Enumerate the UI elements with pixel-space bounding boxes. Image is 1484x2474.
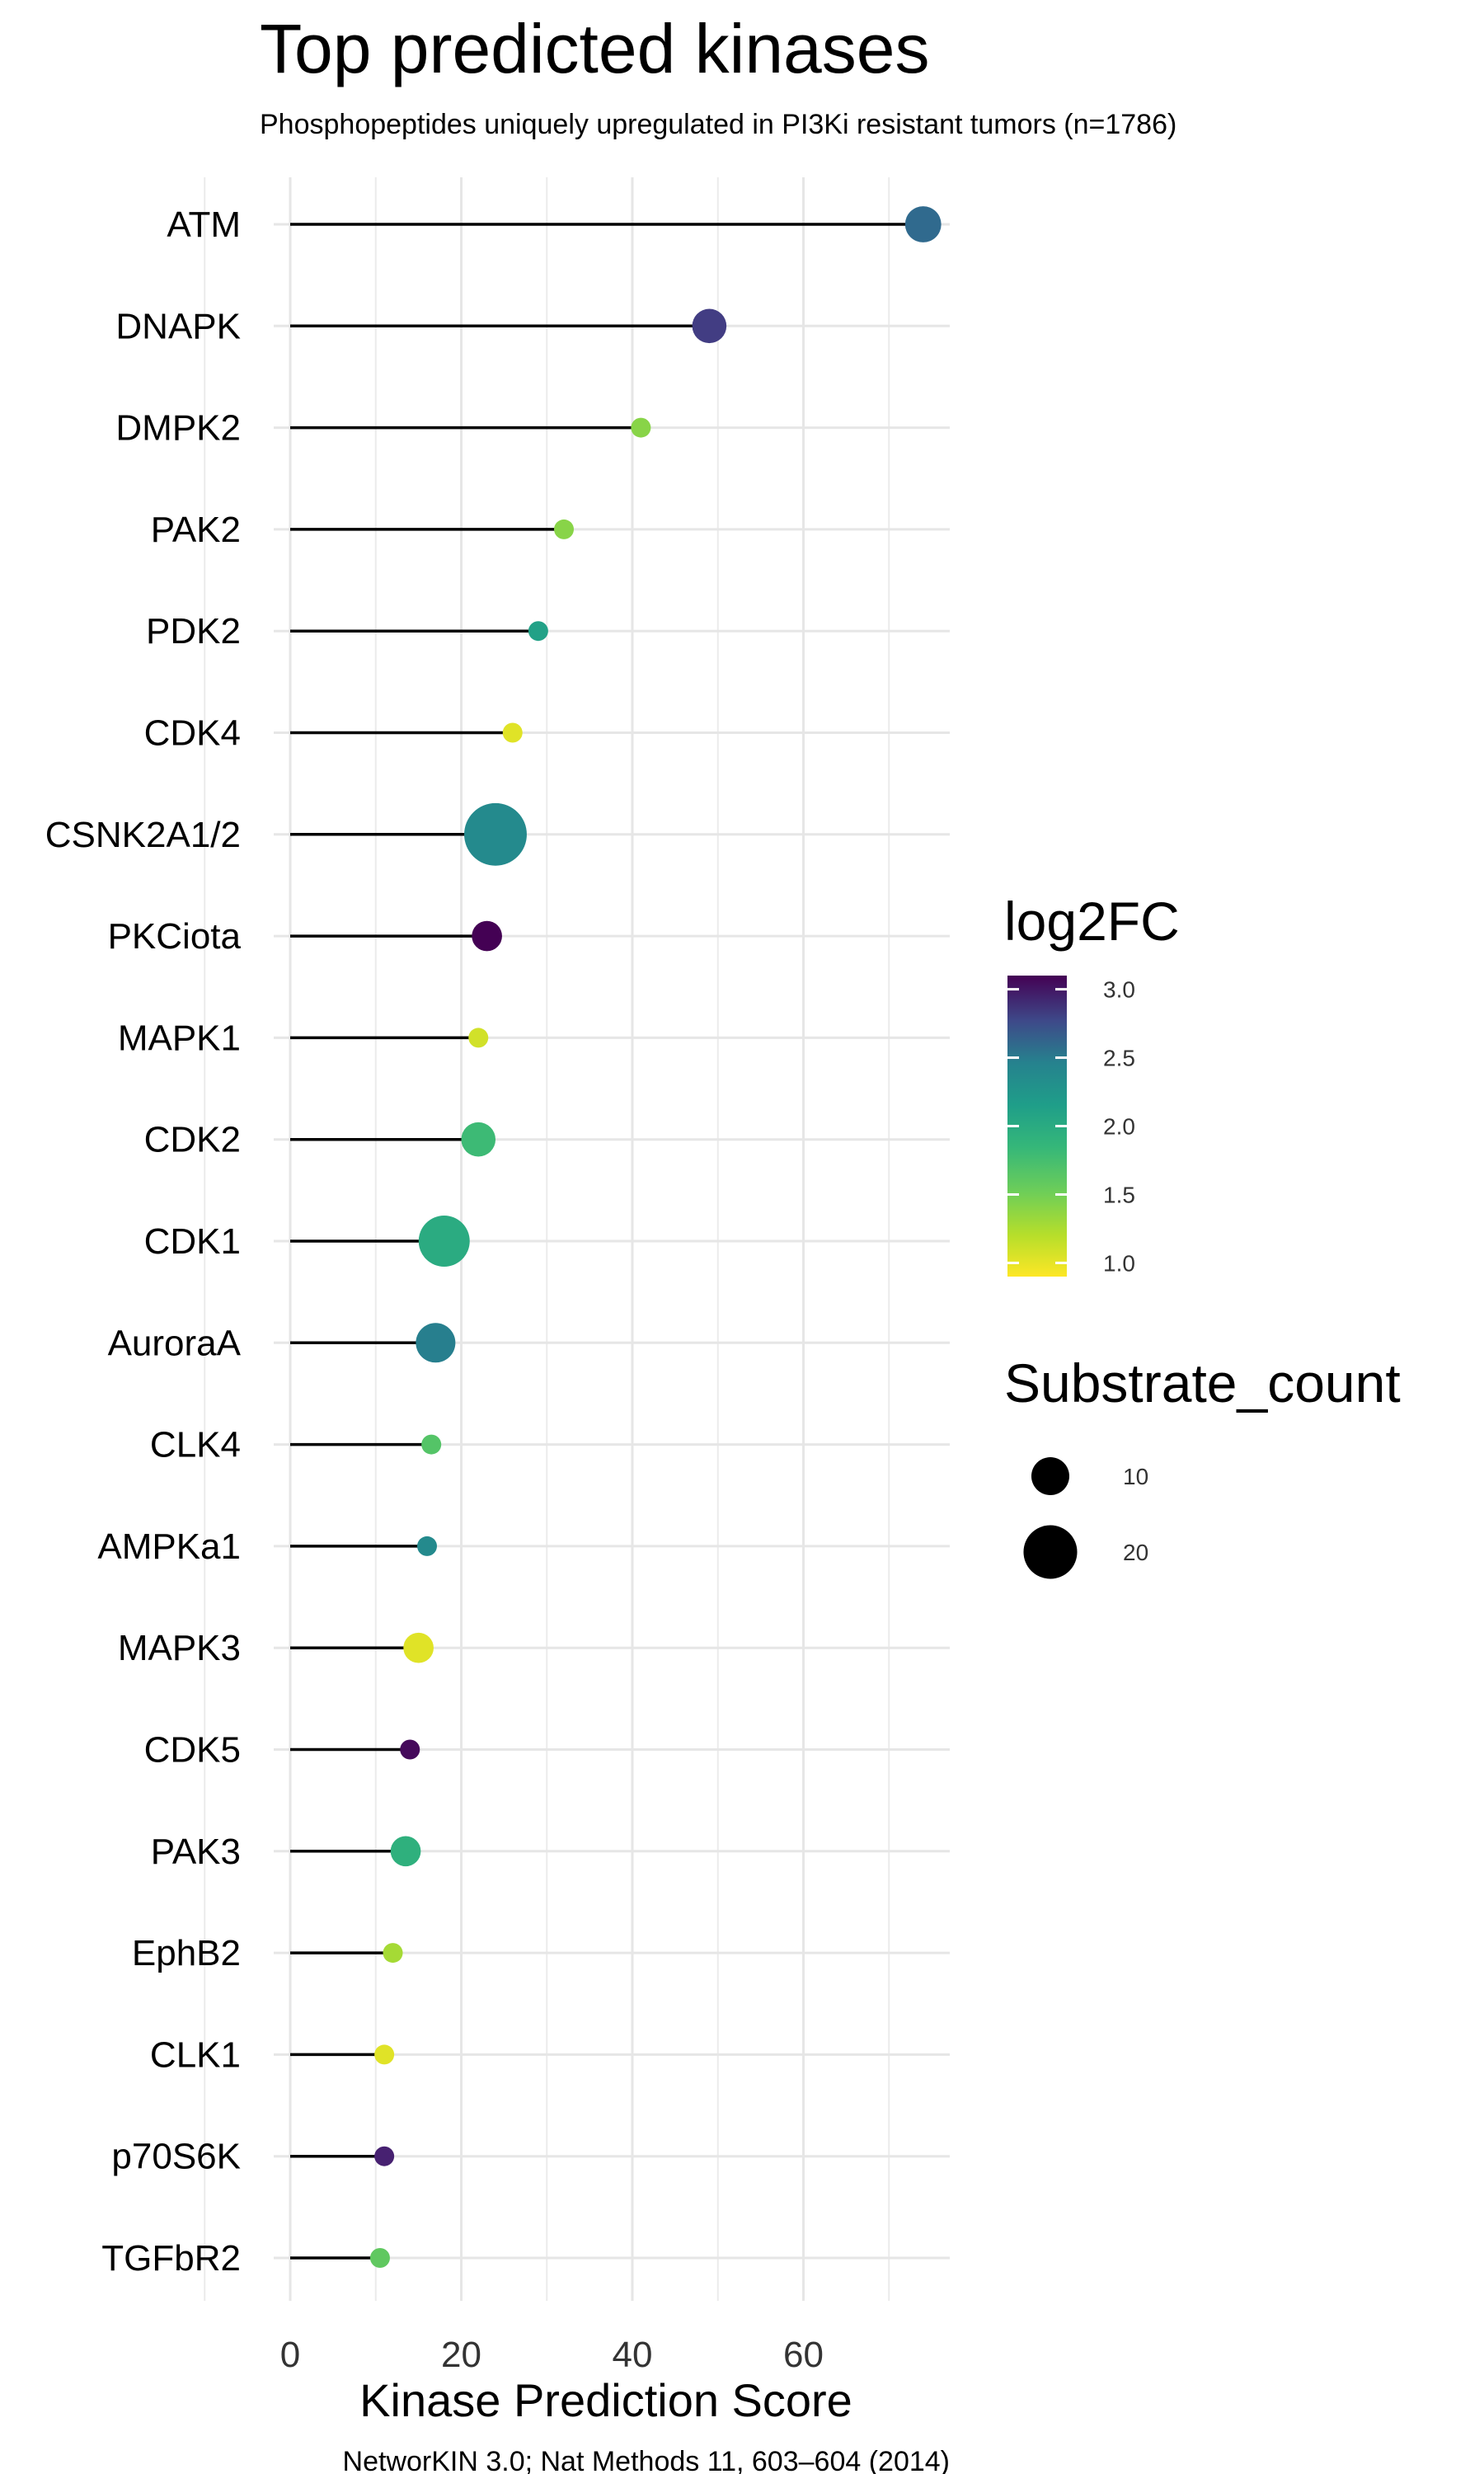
lollipop-points bbox=[369, 206, 942, 2268]
y-label-cdk2: CDK2 bbox=[144, 1120, 241, 1160]
point-pak2 bbox=[554, 519, 574, 539]
y-axis-kinase-labels: ATM DNAPK DMPK2 PAK2 PDK2 CDK4 CSNK2A1/2 PKCiot… bbox=[45, 205, 242, 2279]
y-label-cdk4: CDK4 bbox=[144, 713, 241, 754]
y-label-ampka1: AMPKa1 bbox=[97, 1526, 241, 1567]
x-axis-title: Kinase Prediction Score bbox=[359, 2374, 852, 2426]
point-pkciota bbox=[472, 920, 502, 952]
point-atm bbox=[904, 206, 942, 242]
y-label-pak3: PAK3 bbox=[151, 1832, 241, 1872]
point-ephb2 bbox=[383, 1943, 403, 1964]
point-cdk1 bbox=[418, 1216, 470, 1267]
y-label-dnapk: DNAPK bbox=[115, 306, 241, 346]
y-label-pkciota: PKCiota bbox=[108, 916, 242, 957]
point-dnapk bbox=[692, 308, 727, 344]
log2fc-legend: log2FC 3.0 2.5 2.0 1.5 1.0 bbox=[1004, 891, 1180, 1277]
size-key-circle bbox=[1031, 1456, 1070, 1496]
colorbar-tick-label: 1.0 bbox=[1103, 1250, 1135, 1276]
substrate-count-keys: 10 20 bbox=[1023, 1456, 1148, 1579]
log2fc-legend-title: log2FC bbox=[1004, 891, 1180, 952]
substrate-count-legend-title: Substrate_count bbox=[1004, 1352, 1401, 1413]
y-label-clk1: CLK1 bbox=[150, 2034, 241, 2075]
y-label-cdk5: CDK5 bbox=[144, 1730, 241, 1771]
point-auroraa bbox=[416, 1323, 456, 1363]
lollipop-stems bbox=[290, 223, 923, 2260]
y-label-pak2: PAK2 bbox=[151, 510, 241, 550]
y-label-ephb2: EphB2 bbox=[132, 1933, 241, 1973]
point-dmpk2 bbox=[631, 417, 651, 438]
log2fc-colorbar-ticks: 3.0 2.5 2.0 1.5 1.0 bbox=[1007, 977, 1135, 1276]
point-cdk4 bbox=[502, 722, 523, 743]
point-clk4 bbox=[421, 1434, 442, 1455]
colorbar-tick-label: 2.5 bbox=[1103, 1046, 1135, 1071]
x-tick-label: 40 bbox=[613, 2335, 653, 2375]
x-tick-label: 60 bbox=[783, 2335, 824, 2375]
point-csnk2a1-2 bbox=[464, 802, 527, 866]
point-p70s6k bbox=[374, 2146, 395, 2166]
point-clk1 bbox=[374, 2044, 395, 2065]
point-cdk2 bbox=[461, 1122, 496, 1157]
size-key-label: 10 bbox=[1123, 1464, 1148, 1489]
colorbar-tick-label: 3.0 bbox=[1103, 977, 1135, 1003]
y-label-cdk1: CDK1 bbox=[144, 1221, 241, 1262]
y-label-p70s6k: p70S6K bbox=[111, 2137, 241, 2177]
y-label-mapk1: MAPK1 bbox=[118, 1018, 241, 1058]
chart-title: Top predicted kinases bbox=[260, 10, 929, 87]
point-pdk2 bbox=[528, 621, 548, 642]
x-tick-label: 20 bbox=[441, 2335, 481, 2375]
y-label-mapk3: MAPK3 bbox=[118, 1628, 241, 1668]
point-mapk3 bbox=[403, 1632, 434, 1663]
y-label-csnk2a1-2: CSNK2A1/2 bbox=[45, 815, 241, 855]
plot-grid bbox=[204, 177, 950, 2301]
x-tick-label: 0 bbox=[280, 2335, 300, 2375]
y-label-tgfbr2: TGFbR2 bbox=[101, 2238, 241, 2279]
y-label-auroraa: AuroraA bbox=[108, 1323, 242, 1363]
point-ampka1 bbox=[417, 1536, 437, 1556]
y-label-atm: ATM bbox=[167, 205, 241, 245]
point-cdk5 bbox=[400, 1739, 420, 1760]
point-pak3 bbox=[390, 1836, 421, 1867]
x-axis-tick-labels: 0 20 40 60 bbox=[280, 2335, 824, 2375]
colorbar-tick-label: 1.5 bbox=[1103, 1182, 1135, 1207]
size-key-circle bbox=[1023, 1525, 1078, 1579]
y-label-dmpk2: DMPK2 bbox=[115, 408, 241, 449]
chart-subtitle: Phosphopeptides uniquely upregulated in … bbox=[260, 109, 1176, 140]
point-mapk1 bbox=[468, 1028, 489, 1048]
chart-caption: NetworKIN 3.0; Nat Methods 11, 603–604 (… bbox=[343, 2446, 950, 2474]
point-tgfbr2 bbox=[369, 2248, 390, 2268]
y-label-pdk2: PDK2 bbox=[146, 611, 241, 651]
y-label-clk4: CLK4 bbox=[150, 1425, 241, 1465]
colorbar-tick-label: 2.0 bbox=[1103, 1114, 1135, 1140]
size-key-label: 20 bbox=[1123, 1540, 1148, 1565]
substrate-count-legend: Substrate_count 10 20 bbox=[1004, 1352, 1401, 1579]
